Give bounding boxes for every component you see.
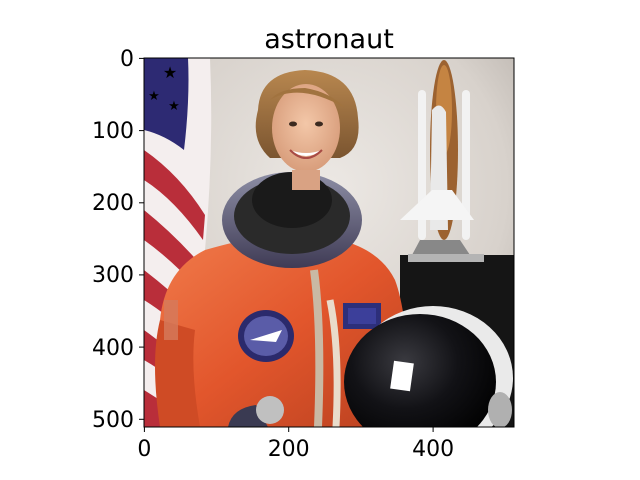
neck-ring [222,172,362,268]
svg-text:★: ★ [168,99,180,114]
y-axis: 0 100 200 300 400 500 [92,47,144,433]
astronaut-head [255,70,359,190]
y-tick-label-500: 500 [92,408,134,433]
x-tick-label-400: 400 [412,437,454,462]
y-tick-label-0: 0 [120,47,134,72]
astronaut-image: ★ ★ ★ [144,58,514,427]
y-tick-label-200: 200 [92,191,134,216]
x-tick-label-0: 0 [137,437,151,462]
svg-text:★: ★ [163,63,177,82]
y-tick-label-400: 400 [92,336,134,361]
svg-text:★: ★ [148,89,160,104]
x-axis: 0 200 400 [137,427,454,462]
y-tick-label-100: 100 [92,119,134,144]
chart-title: astronaut [264,24,394,55]
x-tick-label-200: 200 [268,437,310,462]
plot-frame [143,57,515,428]
suit-fitting [256,396,284,424]
space-shuttle [400,60,484,262]
mission-patch [238,310,294,362]
helmet [344,306,513,427]
name-patch [343,303,381,329]
y-tick-label-300: 300 [92,263,134,288]
